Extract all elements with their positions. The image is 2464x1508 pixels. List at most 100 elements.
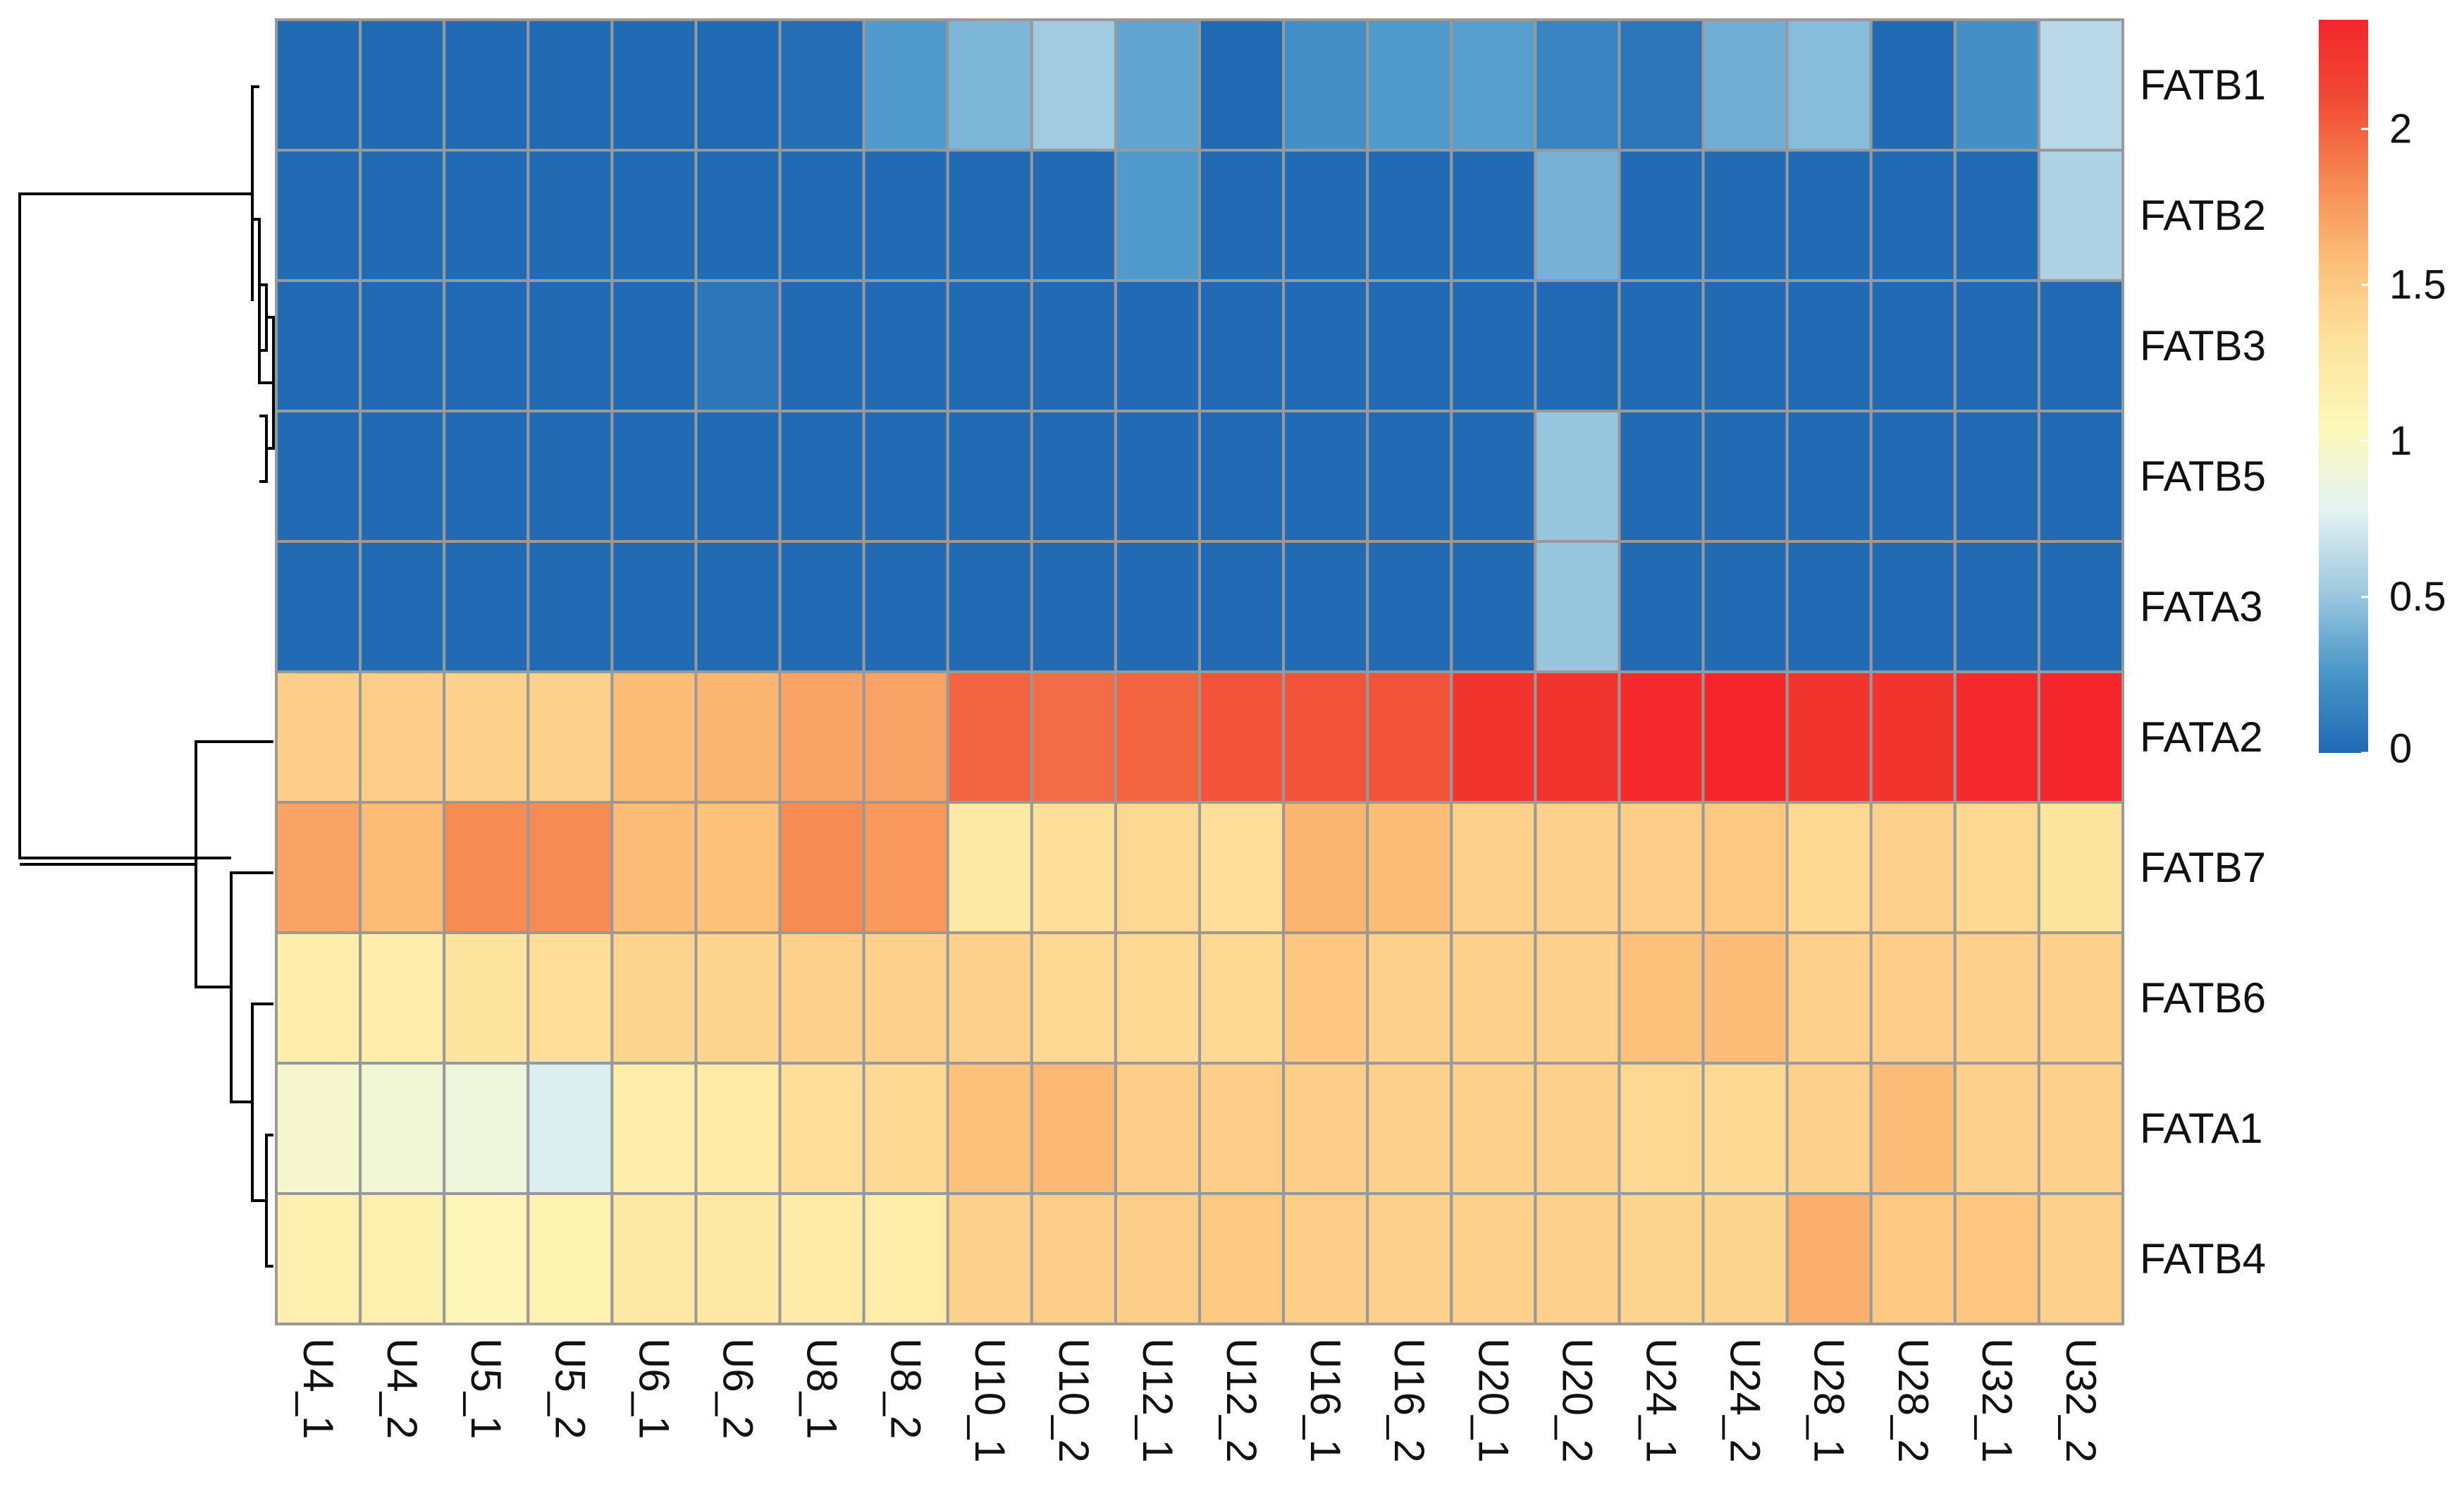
row-label: FATA1 [2140, 1105, 2263, 1152]
heatmap-cell [1953, 670, 2040, 804]
heatmap-cells [275, 18, 2125, 1325]
heatmap-cell [1785, 801, 1873, 934]
heatmap-cell [1953, 18, 2040, 152]
heatmap-cell [1953, 801, 2040, 934]
heatmap-cell [359, 18, 446, 152]
heatmap-cell [275, 670, 362, 804]
legend-tick-label: 0 [2389, 726, 2412, 772]
heatmap-cell [1701, 931, 1789, 1065]
heatmap-cell [359, 279, 446, 412]
heatmap-cell [610, 670, 698, 804]
heatmap-cell [610, 540, 698, 673]
heatmap-cell [443, 801, 530, 934]
heatmap-cell [694, 18, 782, 152]
heatmap-cell [1618, 1062, 1705, 1195]
column-label: U5_2 [546, 1338, 593, 1439]
heatmap-cell [2037, 1062, 2125, 1195]
heatmap-cell [1366, 540, 1453, 673]
heatmap-cell [1198, 1062, 1286, 1195]
heatmap-cell [526, 279, 614, 412]
heatmap-cell [275, 279, 362, 412]
column-label: U4_1 [295, 1338, 342, 1439]
heatmap-cell [359, 931, 446, 1065]
heatmap-cell [443, 410, 530, 543]
heatmap-cell [1366, 1062, 1453, 1195]
row-label: FATA3 [2140, 583, 2263, 630]
heatmap-cell [443, 1062, 530, 1195]
heatmap-cell [1534, 1062, 1621, 1195]
heatmap-cell [1282, 670, 1369, 804]
heatmap-cell [359, 801, 446, 934]
heatmap-cell [1282, 540, 1369, 673]
column-label: U16_2 [1386, 1338, 1433, 1463]
heatmap-cell [2037, 279, 2125, 412]
heatmap-cell [1030, 1192, 1117, 1325]
heatmap-cell [1953, 410, 2040, 543]
heatmap-cell [1618, 410, 1705, 543]
heatmap-cell [778, 1192, 866, 1325]
heatmap-cell [526, 410, 614, 543]
heatmap-cell [610, 1062, 698, 1195]
heatmap-cell [443, 149, 530, 282]
heatmap-cell [694, 670, 782, 804]
heatmap-cell [778, 801, 866, 934]
heatmap-cell [2037, 801, 2125, 934]
heatmap-cell [1869, 1192, 1957, 1325]
heatmap-cell [1114, 1192, 1201, 1325]
heatmap-cell [2037, 931, 2125, 1065]
heatmap-cell [275, 1192, 362, 1325]
heatmap-cell [275, 540, 362, 673]
heatmap-cell [1114, 540, 1201, 673]
heatmap-cell [1869, 931, 1957, 1065]
heatmap-cell [1534, 279, 1621, 412]
column-label: U10_2 [1050, 1338, 1097, 1463]
heatmap-cell [1534, 149, 1621, 282]
row-label: FATB7 [2140, 844, 2266, 891]
heatmap-cell [1701, 670, 1789, 804]
heatmap-cell [275, 410, 362, 543]
heatmap-cell [443, 1192, 530, 1325]
heatmap-cell [1282, 1062, 1369, 1195]
heatmap-cell [526, 801, 614, 934]
heatmap-cell [778, 670, 866, 804]
column-label: U32_2 [2057, 1338, 2105, 1463]
column-label: U32_1 [1973, 1338, 2021, 1463]
heatmap-cell [610, 279, 698, 412]
heatmap-cell [1114, 410, 1201, 543]
heatmap-cell [1282, 801, 1369, 934]
heatmap-cell [1534, 540, 1621, 673]
heatmap-cell [1198, 801, 1286, 934]
heatmap-cell [443, 18, 530, 152]
column-label: U28_2 [1890, 1338, 1937, 1463]
dendrogram-branch [252, 218, 273, 384]
heatmap-cell [1785, 540, 1873, 673]
heatmap-cell [1869, 1062, 1957, 1195]
heatmap-cell [1030, 149, 1117, 282]
heatmap-cell [862, 18, 949, 152]
heatmap-cell [1869, 279, 1957, 412]
heatmap-cell [1282, 18, 1369, 152]
heatmap-cell [1030, 540, 1117, 673]
heatmap-cell [526, 1062, 614, 1195]
row-dendrogram [18, 85, 275, 1268]
heatmap-cell [1198, 931, 1286, 1065]
heatmap-cell [1198, 18, 1286, 152]
heatmap-cell [2037, 149, 2125, 282]
heatmap-cell [1450, 1192, 1537, 1325]
heatmap-cell [1618, 279, 1705, 412]
heatmap-cell [1785, 149, 1873, 282]
heatmap-cell [1114, 149, 1201, 282]
heatmap-cell [1198, 410, 1286, 543]
heatmap-cell [275, 931, 362, 1065]
heatmap-cell [1785, 279, 1873, 412]
heatmap-cell [1701, 1062, 1789, 1195]
heatmap-cell [1366, 279, 1453, 412]
heatmap-cell [946, 670, 1033, 804]
row-label: FATB6 [2140, 974, 2266, 1022]
heatmap-cell [1953, 149, 2040, 282]
heatmap-cell [1869, 149, 1957, 282]
heatmap-cell [1618, 931, 1705, 1065]
heatmap-cell [443, 540, 530, 673]
heatmap-cell [1450, 410, 1537, 543]
row-labels: FATB1 FATB2 FATB3 FATB5 FATA3 FATA2 FATB7 FATB6… [2140, 61, 2266, 1282]
